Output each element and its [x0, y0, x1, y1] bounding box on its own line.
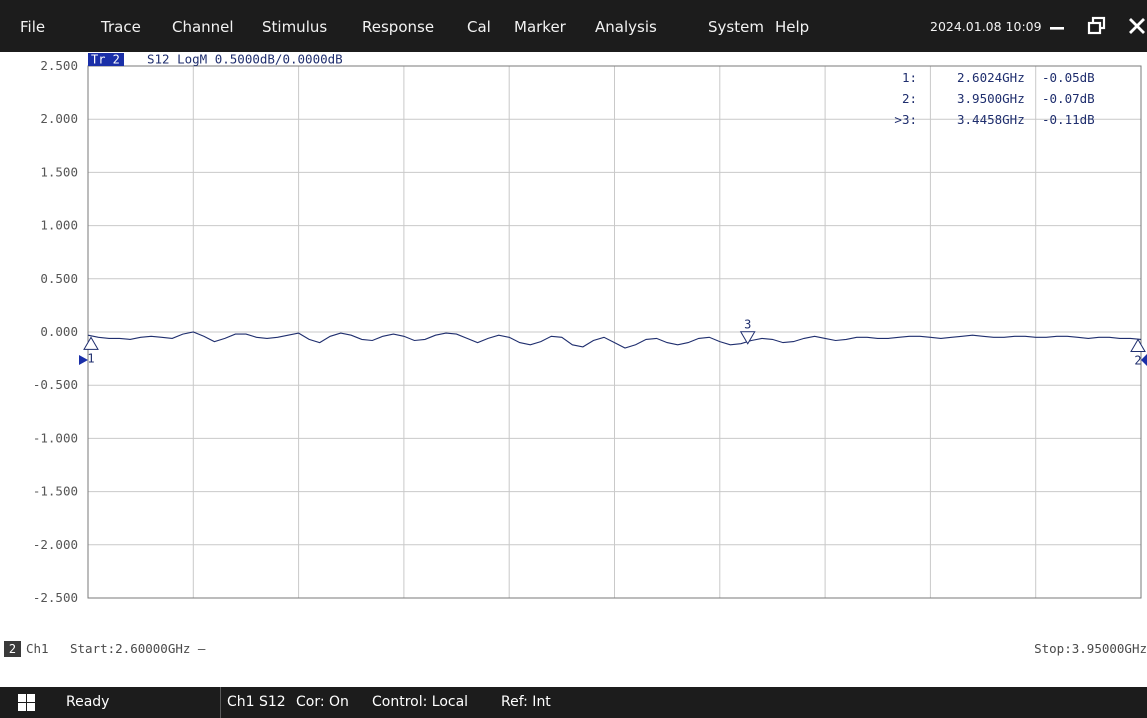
clock: 2024.01.08 10:09 [930, 19, 1042, 34]
marker-3[interactable]: 3 [739, 318, 756, 345]
menu-cal[interactable]: Cal [467, 18, 491, 36]
reference-left-arrow-icon [79, 355, 88, 365]
y-axis-labels: 2.500 2.000 1.500 1.000 0.500 0.000 -0.500 -1.0… [33, 58, 78, 605]
marker-table-id: 2: [902, 91, 917, 106]
y-tick-label: 1.000 [40, 218, 78, 233]
marker-table-value: -0.05dB [1042, 70, 1095, 85]
menu-analysis[interactable]: Analysis [595, 18, 657, 36]
menu-file[interactable]: File [20, 18, 46, 36]
channel-label[interactable]: Ch1 [26, 641, 49, 656]
status-parameter: S12 [259, 694, 286, 710]
menu-stimulus[interactable]: Stimulus [262, 18, 328, 36]
y-tick-label: -2.000 [33, 537, 78, 552]
marker-table-value: -0.11dB [1042, 112, 1095, 127]
status-bar: Ready Ch1 S12 Cor: On Control: Local Ref… [0, 687, 1147, 718]
menu-bar: File Trace Channel Stimulus Response Cal… [0, 0, 1147, 52]
plot-area[interactable]: 2.500 2.000 1.500 1.000 0.500 0.000 -0.500 -1.0… [0, 52, 1147, 686]
start-frequency[interactable]: Start:2.60000GHz — [70, 641, 206, 656]
ready-status: Ready [66, 694, 110, 710]
y-tick-label: 1.500 [40, 164, 78, 179]
menu-response[interactable]: Response [362, 18, 435, 36]
marker-number: 1 [87, 351, 94, 365]
marker-table-id-active: >3: [894, 112, 917, 127]
marker-2[interactable]: 2 [1130, 338, 1146, 367]
status-reference: Ref: Int [501, 694, 551, 710]
trace-info: S12 LogM 0.5000dB/0.0000dB [147, 52, 343, 67]
status-divider [220, 687, 221, 718]
channel-number-badge[interactable]: 2 [4, 641, 21, 657]
marker-table-value: -0.07dB [1042, 91, 1095, 106]
menu-trace[interactable]: Trace [101, 18, 141, 36]
minimize-icon[interactable] [1046, 15, 1068, 37]
marker-triangle-icon [739, 331, 756, 345]
status-channel: Ch1 [227, 694, 255, 710]
menu-help[interactable]: Help [775, 18, 810, 36]
y-tick-label: -2.500 [33, 590, 78, 605]
trace-label-bg [88, 53, 124, 66]
restore-icon[interactable] [1086, 15, 1108, 37]
grid [87, 65, 1142, 599]
windows-start-icon[interactable] [18, 694, 35, 711]
marker-number: 2 [1134, 353, 1141, 367]
marker-1[interactable]: 1 [83, 336, 99, 365]
marker-table-freq: 3.4458GHz [957, 112, 1025, 127]
marker-layer: 1 2 3 [83, 318, 1146, 367]
trace-line [87, 331, 1142, 349]
menu-channel[interactable]: Channel [172, 18, 234, 36]
y-tick-label: 0.000 [40, 324, 78, 339]
y-tick-label: -1.000 [33, 430, 78, 445]
status-correction: Cor: On [296, 694, 349, 710]
y-tick-label: -0.500 [33, 377, 78, 392]
trace-layer [87, 331, 1142, 349]
marker-triangle-icon [83, 336, 99, 350]
marker-table-freq: 3.9500GHz [957, 91, 1025, 106]
marker-table-id: 1: [902, 70, 917, 85]
close-icon[interactable] [1126, 15, 1147, 37]
y-tick-label: -1.500 [33, 484, 78, 499]
y-tick-label: 2.500 [40, 58, 78, 73]
marker-number: 3 [744, 318, 751, 332]
menu-marker[interactable]: Marker [514, 18, 566, 36]
channel-bar: 2 Ch1 Start:2.60000GHz — Stop:3.95000GHz [0, 638, 1147, 660]
marker-table: 1: 2.6024GHz -0.05dB 2: 3.9500GHz -0.07d… [894, 70, 1094, 127]
y-tick-label: 0.500 [40, 271, 78, 286]
trace-label[interactable]: Tr 2 [91, 53, 120, 67]
reference-right-arrow-icon [1141, 354, 1147, 366]
marker-table-freq: 2.6024GHz [957, 70, 1025, 85]
marker-triangle-icon [1130, 338, 1146, 352]
stop-frequency[interactable]: Stop:3.95000GHz [1034, 641, 1147, 656]
plot-frame [87, 65, 1142, 599]
status-control: Control: Local [372, 694, 469, 710]
menu-system[interactable]: System [708, 18, 764, 36]
y-tick-label: 2.000 [40, 111, 78, 126]
trace-plot[interactable]: 2.500 2.000 1.500 1.000 0.500 0.000 -0.500 -1.0… [0, 52, 1147, 638]
